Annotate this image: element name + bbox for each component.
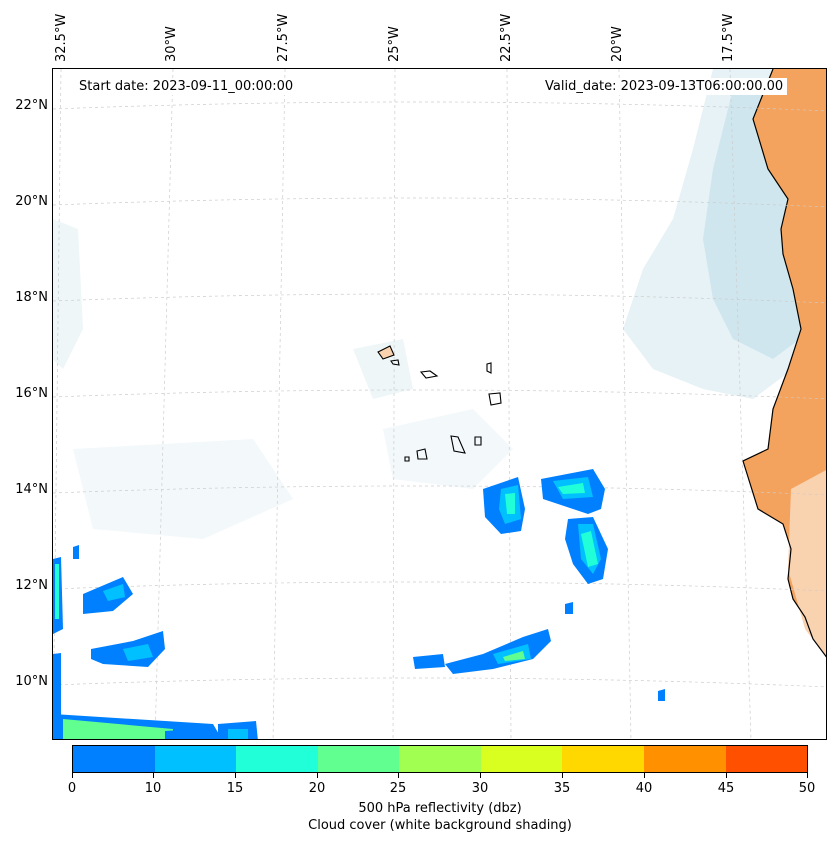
lon-label-25w: 25°W <box>387 26 402 62</box>
lon-label-32-5w: 32.5°W <box>54 13 69 62</box>
africa-land <box>742 69 826 658</box>
valid-date-label: Valid_date: 2023-09-13T06:00:00.00 <box>541 78 788 95</box>
coastline <box>742 69 826 658</box>
colorbar-tick <box>644 773 645 778</box>
colorbar-tick <box>235 773 236 778</box>
colorbar-segment-1 <box>154 746 237 772</box>
island-brava <box>404 456 410 462</box>
island-santiago <box>450 435 466 454</box>
island-santo-antao <box>377 345 395 360</box>
cape-verde-islands <box>377 345 502 462</box>
colorbar-tick-label: 25 <box>389 781 407 796</box>
colorbar-tick <box>562 773 563 778</box>
colorbar-tick <box>807 773 808 778</box>
cloud-cover-west <box>53 219 83 369</box>
island-maio <box>474 436 482 446</box>
colorbar-label-reflectivity: 500 hPa reflectivity (dbz) <box>358 801 522 816</box>
lat-label-18n: 18°N <box>15 290 48 305</box>
lon-label-22-5w: 22.5°W <box>499 13 514 62</box>
colorbar-tick <box>72 773 73 778</box>
colorbar-tick-label: 20 <box>308 781 326 796</box>
start-date-label: Start date: 2023-09-11_00:00:00 <box>75 78 298 95</box>
colorbar-segment-6 <box>562 746 644 772</box>
cloud-cover-shading <box>53 69 826 539</box>
colorbar-tick-label: 10 <box>144 781 162 796</box>
colorbar-tick <box>480 773 481 778</box>
colorbar-tick <box>398 773 399 778</box>
lon-label-17-5w: 17.5°W <box>721 13 736 62</box>
colorbar-tick-label: 45 <box>717 781 735 796</box>
colorbar-tick-label: 35 <box>553 781 571 796</box>
lat-label-14n: 14°N <box>15 482 48 497</box>
lon-label-20w: 20°W <box>610 26 625 62</box>
colorbar-tick <box>153 773 154 778</box>
cloud-cover-south-central <box>383 409 513 489</box>
colorbar-segment-4 <box>399 746 481 772</box>
land-fill-south <box>788 470 826 657</box>
cloud-cover-southwest <box>73 439 293 539</box>
island-sao-nicolau <box>419 370 439 379</box>
lat-label-10n: 10°N <box>15 674 48 689</box>
colorbar-tick-label: 40 <box>635 781 653 796</box>
colorbar-segment-8 <box>725 746 808 772</box>
lat-label-20n: 20°N <box>15 194 48 209</box>
island-sal <box>486 362 492 374</box>
island-fogo <box>416 448 428 460</box>
colorbar-tick-label: 30 <box>471 781 489 796</box>
reflectivity-cells <box>53 469 665 739</box>
colorbar-segment-7 <box>643 746 726 772</box>
colorbar <box>72 745 808 773</box>
colorbar-tick-label: 0 <box>67 781 77 796</box>
colorbar-tick <box>317 773 318 778</box>
map-canvas <box>53 69 826 739</box>
lat-label-22n: 22°N <box>15 98 48 113</box>
cloud-cover-central <box>353 339 413 399</box>
colorbar-segment-2 <box>236 746 318 772</box>
lat-label-12n: 12°N <box>15 578 48 593</box>
colorbar-label-cloud-cover: Cloud cover (white background shading) <box>308 818 572 833</box>
map-frame[interactable]: Start date: 2023-09-11_00:00:00 Valid_da… <box>52 68 827 740</box>
colorbar-segment-3 <box>317 746 400 772</box>
lat-label-16n: 16°N <box>15 386 48 401</box>
island-boa-vista <box>488 392 502 406</box>
lon-label-30w: 30°W <box>164 26 179 62</box>
colorbar-segment-5 <box>480 746 563 772</box>
colorbar-tick <box>726 773 727 778</box>
colorbar-segment-0 <box>73 746 155 772</box>
lon-label-27-5w: 27.5°W <box>276 13 291 62</box>
colorbar-tick-label: 50 <box>798 781 816 796</box>
island-sao-vicente <box>390 359 400 366</box>
colorbar-tick-label: 15 <box>226 781 244 796</box>
